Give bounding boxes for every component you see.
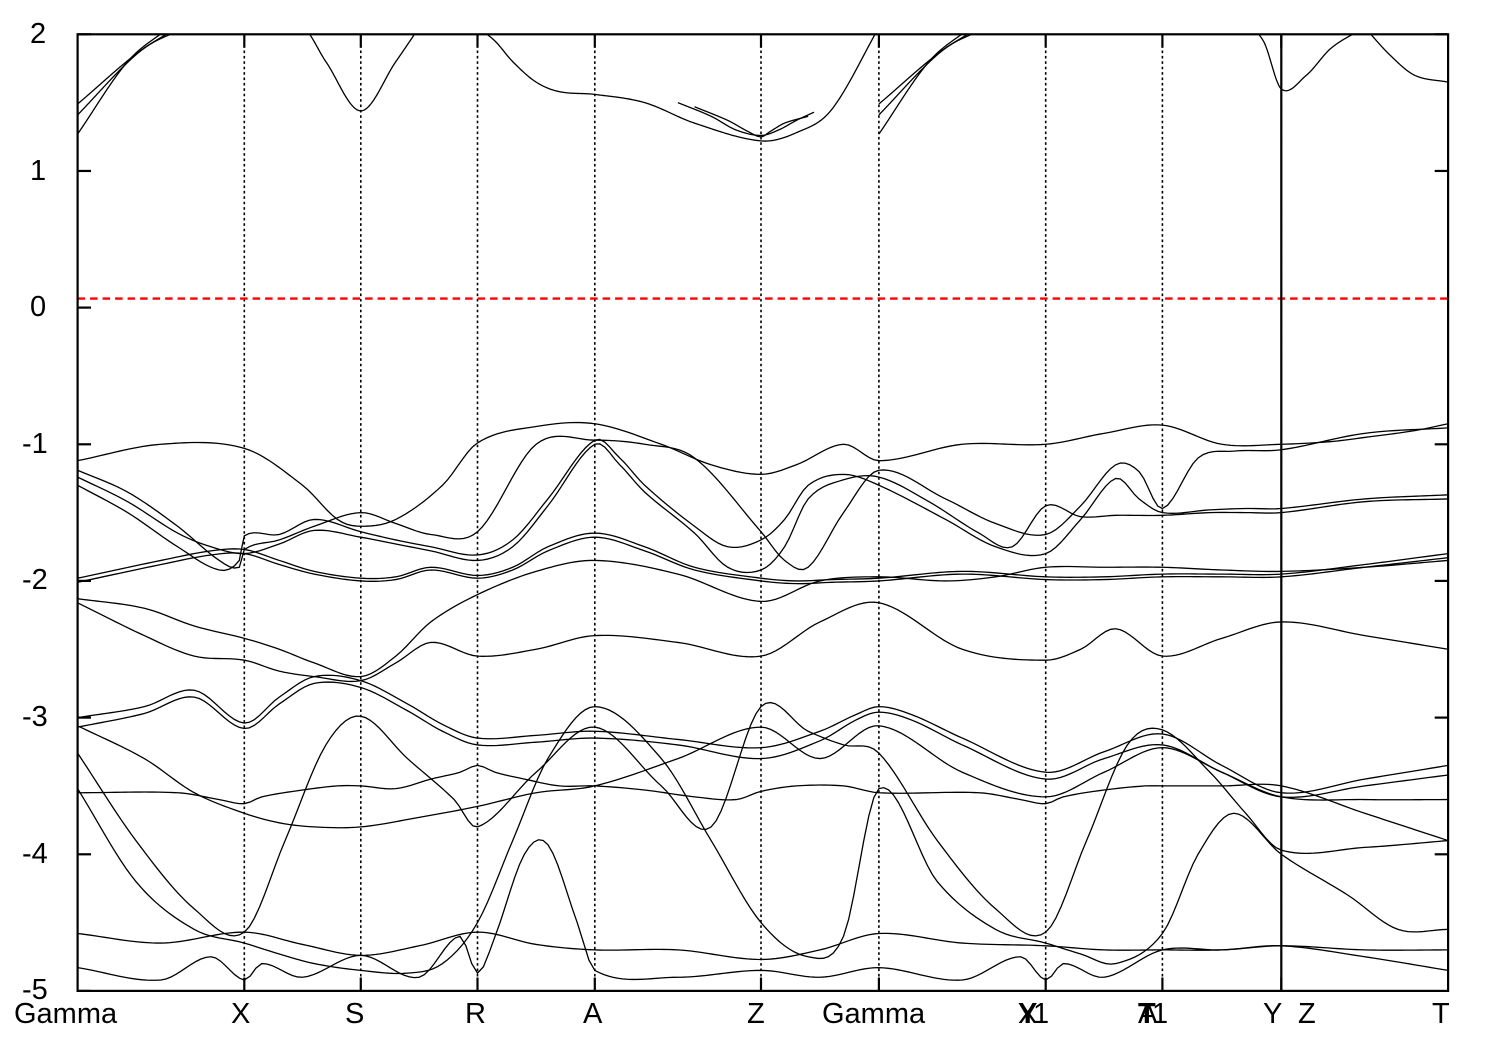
svg-text:Z: Z: [1298, 998, 1316, 1030]
svg-text:Y: Y: [1263, 998, 1282, 1030]
svg-text:-1: -1: [22, 428, 48, 460]
svg-text:0: 0: [30, 291, 46, 323]
svg-text:2: 2: [30, 18, 46, 50]
svg-text:S: S: [345, 998, 364, 1030]
svg-text:Gamma: Gamma: [822, 998, 926, 1030]
svg-text:X: X: [231, 998, 250, 1030]
svg-text:A: A: [583, 998, 603, 1030]
svg-text:Z: Z: [747, 998, 765, 1030]
svg-text:T: T: [1138, 998, 1156, 1030]
svg-text:-3: -3: [22, 701, 48, 733]
svg-text:-4: -4: [22, 838, 48, 870]
svg-text:-2: -2: [22, 564, 48, 596]
svg-text:1: 1: [30, 155, 46, 187]
svg-text:Y: Y: [1018, 998, 1037, 1030]
svg-text:T: T: [1432, 998, 1450, 1030]
svg-text:Gamma: Gamma: [14, 998, 118, 1030]
svg-text:R: R: [465, 998, 486, 1030]
